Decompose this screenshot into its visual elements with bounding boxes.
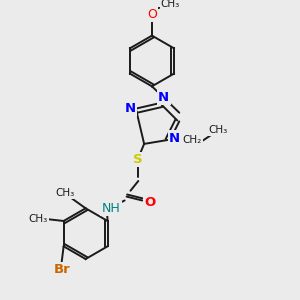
Text: CH₂: CH₂ [182, 135, 202, 145]
Text: CH₃: CH₃ [209, 125, 228, 135]
Text: S: S [134, 153, 143, 166]
Text: CH₃: CH₃ [28, 214, 48, 224]
Text: O: O [147, 8, 157, 21]
Text: CH₃: CH₃ [56, 188, 75, 198]
Text: N: N [125, 102, 136, 115]
Text: O: O [144, 196, 156, 209]
Text: N: N [158, 91, 169, 103]
Text: N: N [169, 131, 180, 145]
Text: Br: Br [53, 263, 70, 276]
Text: NH: NH [102, 202, 120, 215]
Text: CH₃: CH₃ [161, 0, 180, 9]
